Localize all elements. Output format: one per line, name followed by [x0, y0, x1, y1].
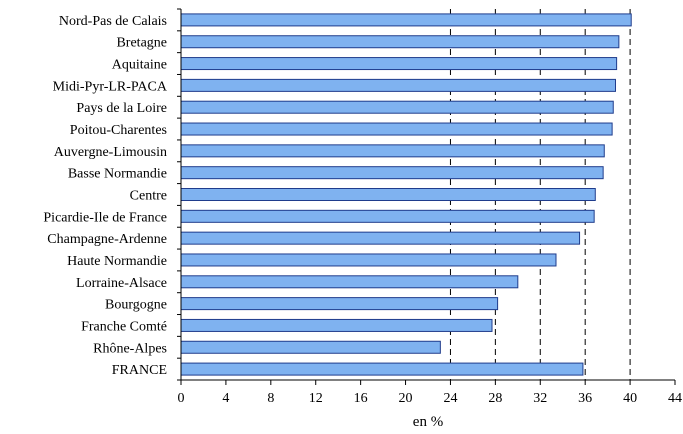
- category-label: Pays de la Loire: [76, 101, 167, 116]
- bar: [180, 78, 616, 92]
- x-tick-label: 8: [267, 391, 274, 406]
- bar: [180, 144, 605, 158]
- bar: [180, 362, 584, 376]
- x-axis-label: en %: [413, 414, 443, 430]
- category-label: FRANCE: [112, 363, 167, 378]
- category-labels: Nord-Pas de Calais Bretagne Aquitaine Midi-…: [43, 14, 167, 378]
- bar: [180, 35, 620, 49]
- x-tick-label: 32: [533, 391, 547, 406]
- x-tick-label: 16: [354, 391, 368, 406]
- x-ticks: 0 4 8 12 16 20 24 28 32 36 40 44: [177, 8, 682, 406]
- category-label: Haute Normandie: [67, 254, 167, 269]
- bar: [180, 166, 604, 180]
- bar: [180, 318, 493, 332]
- bars: [180, 13, 632, 376]
- bar: [180, 275, 519, 289]
- bar: [180, 231, 581, 245]
- bar: [180, 13, 632, 27]
- x-tick-label: 44: [668, 391, 682, 406]
- category-label: Auvergne-Limousin: [54, 145, 167, 160]
- bar: [180, 122, 613, 136]
- bar: [180, 253, 557, 267]
- x-tick-label: 20: [399, 391, 413, 406]
- category-label: Lorraine-Alsace: [76, 276, 167, 291]
- bar: [180, 340, 441, 354]
- category-label: Champagne-Ardenne: [47, 232, 167, 247]
- x-tick-label: 28: [488, 391, 502, 406]
- category-label: Rhône-Alpes: [93, 341, 167, 356]
- bar: [180, 57, 618, 71]
- category-label: Basse Normandie: [68, 167, 167, 182]
- bar: [180, 297, 499, 311]
- bar: [180, 100, 614, 114]
- bar: [180, 188, 596, 201]
- bar: [180, 209, 595, 223]
- category-label: Nord-Pas de Calais: [59, 14, 167, 29]
- x-tick-label: 40: [623, 391, 637, 406]
- x-tick-label: 4: [222, 391, 229, 406]
- x-tick-label: 36: [578, 391, 592, 406]
- category-label: Midi-Pyr-LR-PACA: [53, 79, 168, 94]
- x-tick-label: 0: [178, 391, 185, 406]
- category-label: Centre: [130, 189, 167, 204]
- category-label: Bourgogne: [105, 298, 167, 313]
- category-label: Picardie-Ile de France: [43, 210, 167, 225]
- x-tick-label: 12: [309, 391, 323, 406]
- category-label: Bretagne: [116, 36, 167, 51]
- category-label: Franche Comté: [81, 319, 167, 334]
- x-tick-label: 24: [443, 391, 457, 406]
- category-label: Aquitaine: [112, 58, 167, 73]
- category-label: Poitou-Charentes: [70, 123, 167, 138]
